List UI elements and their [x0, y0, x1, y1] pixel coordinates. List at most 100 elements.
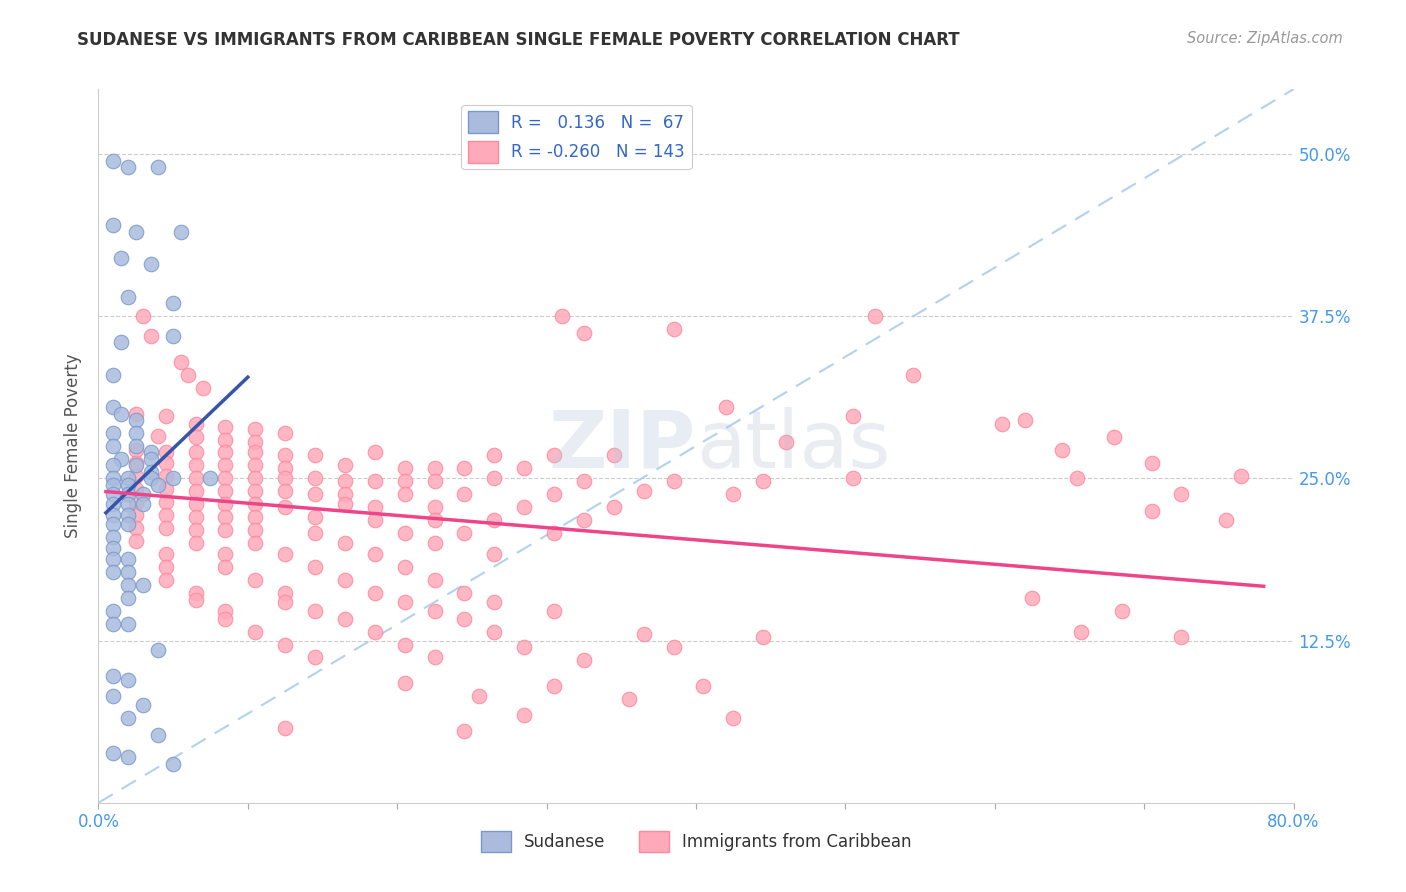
- Point: [103, 508, 125, 522]
- Point: [274, 448, 297, 462]
- Point: [117, 552, 139, 566]
- Point: [184, 593, 207, 607]
- Point: [333, 536, 356, 550]
- Point: [103, 471, 125, 485]
- Point: [184, 417, 207, 431]
- Point: [274, 500, 297, 514]
- Point: [394, 559, 416, 574]
- Point: [155, 521, 177, 535]
- Point: [274, 585, 297, 599]
- Point: [125, 508, 148, 522]
- Point: [103, 487, 125, 501]
- Point: [513, 707, 536, 722]
- Point: [139, 452, 162, 467]
- Point: [125, 458, 148, 473]
- Point: [1230, 468, 1253, 483]
- Point: [245, 484, 267, 499]
- Point: [274, 547, 297, 561]
- Point: [484, 595, 506, 609]
- Point: [103, 668, 125, 682]
- Point: [364, 500, 387, 514]
- Point: [245, 422, 267, 436]
- Point: [333, 474, 356, 488]
- Legend: Sudanese, Immigrants from Caribbean: Sudanese, Immigrants from Caribbean: [474, 824, 918, 859]
- Point: [184, 497, 207, 511]
- Point: [865, 310, 887, 324]
- Point: [125, 495, 148, 509]
- Point: [132, 497, 155, 511]
- Point: [103, 516, 125, 531]
- Text: ZIP: ZIP: [548, 407, 696, 485]
- Point: [125, 521, 148, 535]
- Point: [184, 471, 207, 485]
- Point: [103, 439, 125, 453]
- Point: [214, 497, 236, 511]
- Point: [1111, 604, 1133, 618]
- Point: [155, 547, 177, 561]
- Point: [117, 616, 139, 631]
- Point: [274, 471, 297, 485]
- Point: [1140, 456, 1163, 470]
- Point: [550, 310, 572, 324]
- Point: [214, 547, 236, 561]
- Point: [692, 679, 714, 693]
- Point: [110, 407, 132, 421]
- Point: [103, 552, 125, 566]
- Point: [139, 445, 162, 459]
- Point: [394, 474, 416, 488]
- Point: [617, 692, 640, 706]
- Point: [169, 354, 191, 368]
- Point: [148, 160, 170, 174]
- Point: [423, 500, 446, 514]
- Point: [394, 461, 416, 475]
- Point: [304, 604, 326, 618]
- Point: [274, 721, 297, 735]
- Point: [484, 448, 506, 462]
- Point: [1014, 413, 1036, 427]
- Point: [662, 474, 685, 488]
- Point: [139, 328, 162, 343]
- Point: [364, 445, 387, 459]
- Point: [155, 573, 177, 587]
- Point: [572, 474, 595, 488]
- Point: [117, 578, 139, 592]
- Point: [1050, 442, 1073, 457]
- Point: [148, 478, 170, 492]
- Point: [214, 559, 236, 574]
- Point: [572, 326, 595, 340]
- Text: SUDANESE VS IMMIGRANTS FROM CARIBBEAN SINGLE FEMALE POVERTY CORRELATION CHART: SUDANESE VS IMMIGRANTS FROM CARIBBEAN SI…: [77, 31, 960, 49]
- Point: [148, 428, 170, 442]
- Point: [304, 525, 326, 540]
- Point: [103, 219, 125, 233]
- Point: [125, 533, 148, 548]
- Point: [304, 487, 326, 501]
- Point: [513, 461, 536, 475]
- Point: [110, 335, 132, 350]
- Point: [103, 616, 125, 631]
- Point: [1021, 591, 1043, 605]
- Point: [125, 456, 148, 470]
- Point: [394, 525, 416, 540]
- Point: [117, 591, 139, 605]
- Point: [333, 611, 356, 625]
- Point: [162, 471, 184, 485]
- Point: [543, 487, 565, 501]
- Point: [245, 573, 267, 587]
- Point: [1170, 630, 1192, 644]
- Point: [364, 513, 387, 527]
- Point: [423, 536, 446, 550]
- Point: [155, 445, 177, 459]
- Point: [103, 565, 125, 579]
- Point: [714, 400, 737, 414]
- Point: [274, 461, 297, 475]
- Point: [484, 513, 506, 527]
- Point: [423, 513, 446, 527]
- Point: [603, 500, 626, 514]
- Point: [572, 653, 595, 667]
- Point: [103, 425, 125, 440]
- Point: [484, 471, 506, 485]
- Point: [103, 541, 125, 556]
- Point: [117, 565, 139, 579]
- Point: [1140, 504, 1163, 518]
- Point: [304, 510, 326, 524]
